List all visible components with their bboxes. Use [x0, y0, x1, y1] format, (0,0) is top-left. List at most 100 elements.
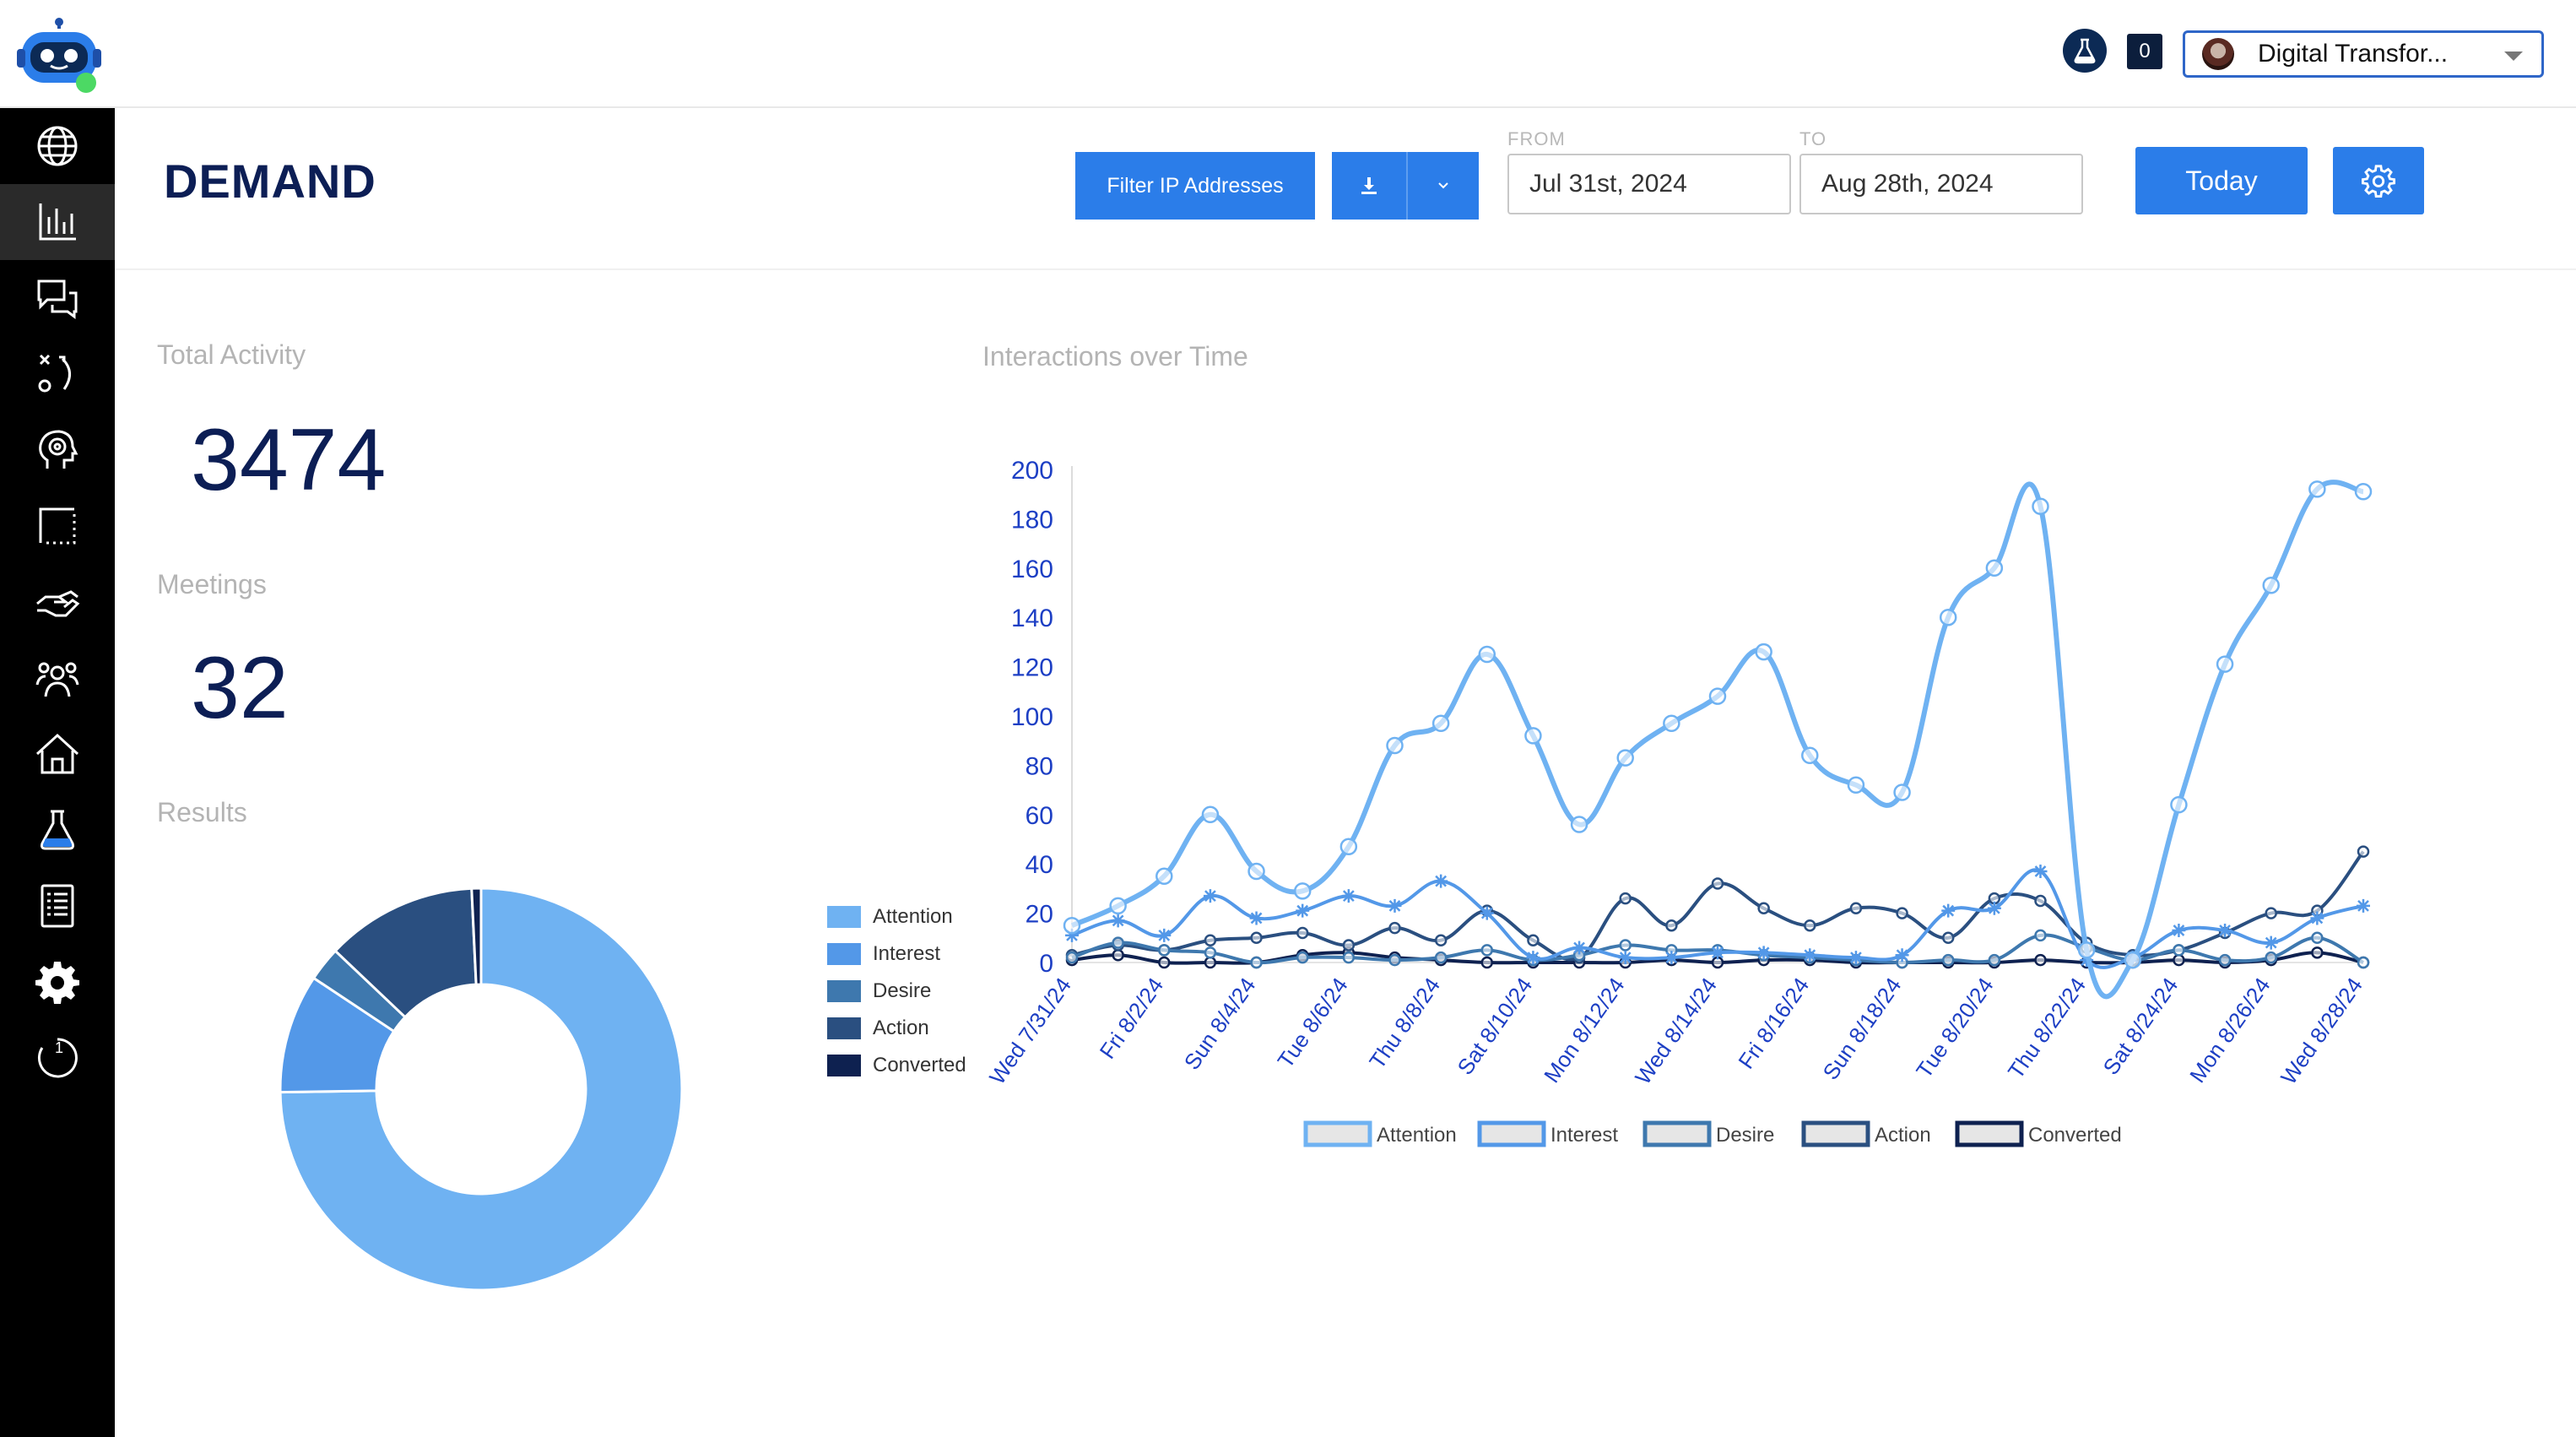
data-point[interactable] — [1480, 944, 1494, 957]
sidebar-item-reports[interactable] — [0, 868, 115, 944]
sidebar-item-settings[interactable] — [0, 944, 115, 1020]
data-point[interactable] — [2032, 497, 2049, 516]
data-point[interactable] — [1663, 714, 1680, 733]
legend-item-action[interactable]: Action — [827, 1010, 966, 1047]
data-point[interactable] — [1204, 934, 1217, 946]
data-point[interactable] — [1247, 862, 1265, 881]
data-point[interactable] — [1388, 953, 1401, 967]
data-point[interactable] — [1112, 948, 1124, 962]
robot-logo-icon[interactable] — [15, 17, 103, 95]
data-point[interactable] — [1988, 953, 2001, 967]
data-point[interactable] — [1342, 939, 1356, 952]
data-point[interactable] — [1941, 931, 1955, 945]
data-point[interactable] — [2173, 944, 2185, 957]
data-point[interactable] — [2172, 924, 2186, 938]
data-point[interactable] — [1111, 914, 1125, 928]
data-point[interactable] — [1895, 948, 1909, 963]
download-button[interactable] — [1332, 152, 1408, 220]
data-point[interactable] — [2034, 894, 2047, 908]
data-point[interactable] — [1755, 643, 1772, 661]
legend-item-interest[interactable]: Interest — [827, 935, 966, 973]
sidebar-item-demand[interactable] — [0, 184, 115, 260]
data-point[interactable] — [1434, 951, 1448, 964]
data-point[interactable] — [1619, 892, 1632, 905]
data-point[interactable] — [1664, 951, 1679, 965]
series-line-attention[interactable] — [1070, 480, 2364, 1000]
data-point[interactable] — [1158, 956, 1171, 969]
data-point[interactable] — [1756, 946, 1771, 960]
data-point[interactable] — [1708, 687, 1727, 705]
data-point[interactable] — [2077, 941, 2096, 959]
download-options-dropdown[interactable] — [1408, 152, 1479, 220]
data-point[interactable] — [1201, 805, 1220, 824]
today-button[interactable]: Today — [2135, 147, 2308, 214]
sidebar-item-deals[interactable] — [0, 564, 115, 640]
data-point[interactable] — [1849, 902, 1863, 915]
data-point[interactable] — [2265, 907, 2277, 919]
legend-item-converted[interactable]: Converted — [827, 1047, 966, 1084]
sidebar-item-globe[interactable] — [0, 108, 115, 184]
data-point[interactable] — [2033, 864, 2048, 878]
data-point[interactable] — [2357, 845, 2370, 858]
data-point[interactable] — [1388, 898, 1402, 913]
legend-item-interest[interactable]: Interest — [1477, 1120, 1618, 1147]
data-point[interactable] — [1893, 784, 1911, 801]
to-date-input[interactable]: Aug 28th, 2024 — [1799, 154, 2083, 214]
data-point[interactable] — [1941, 953, 1955, 967]
data-point[interactable] — [1985, 559, 2004, 578]
data-point[interactable] — [1527, 934, 1540, 946]
data-point[interactable] — [1388, 921, 1401, 935]
data-point[interactable] — [1293, 882, 1312, 900]
sidebar-item-home[interactable] — [0, 716, 115, 792]
data-point[interactable] — [2170, 795, 2188, 814]
data-point[interactable] — [1941, 903, 1956, 918]
data-point[interactable] — [2034, 953, 2047, 967]
from-date-input[interactable]: Jul 31st, 2024 — [1507, 154, 1791, 214]
data-point[interactable] — [1063, 916, 1081, 935]
data-point[interactable] — [2311, 946, 2324, 959]
data-point[interactable] — [1757, 902, 1770, 915]
data-point[interactable] — [1065, 928, 1079, 942]
data-point[interactable] — [1939, 608, 1957, 626]
data-point[interactable] — [1987, 901, 2001, 915]
data-point[interactable] — [1572, 941, 1587, 955]
sidebar-item-strategy[interactable] — [0, 336, 115, 412]
data-point[interactable] — [2311, 931, 2324, 945]
data-point[interactable] — [1339, 838, 1358, 856]
data-point[interactable] — [1803, 948, 1817, 963]
data-point[interactable] — [2262, 576, 2280, 594]
data-point[interactable] — [1526, 951, 1540, 965]
donut-slice-attention[interactable] — [279, 887, 684, 1292]
data-point[interactable] — [2218, 953, 2232, 967]
data-point[interactable] — [1480, 956, 1494, 969]
legend-item-converted[interactable]: Converted — [1955, 1120, 2122, 1147]
data-point[interactable] — [2354, 483, 2373, 501]
data-point[interactable] — [1804, 919, 1816, 932]
notification-count-badge[interactable]: 0 — [2127, 34, 2162, 69]
data-point[interactable] — [1204, 956, 1217, 969]
sidebar-item-lab[interactable] — [0, 792, 115, 868]
data-point[interactable] — [1896, 907, 1908, 919]
sidebar-item-history[interactable]: 1 — [0, 1020, 115, 1096]
lab-flask-icon[interactable] — [2063, 29, 2107, 73]
data-point[interactable] — [1296, 903, 1310, 918]
data-point[interactable] — [2034, 929, 2047, 942]
data-point[interactable] — [2265, 951, 2277, 964]
data-point[interactable] — [1157, 928, 1172, 942]
data-point[interactable] — [1616, 749, 1634, 767]
series-line-action[interactable] — [1071, 850, 2365, 962]
data-point[interactable] — [1386, 736, 1404, 755]
filter-ip-addresses-button[interactable]: Filter IP Addresses — [1075, 152, 1315, 220]
data-point[interactable] — [2218, 924, 2232, 938]
data-point[interactable] — [1158, 944, 1171, 957]
data-point[interactable] — [1112, 936, 1124, 949]
legend-item-desire[interactable]: Desire — [1642, 1120, 1774, 1147]
data-point[interactable] — [2357, 956, 2370, 969]
data-point[interactable] — [1665, 919, 1678, 932]
data-point[interactable] — [2310, 911, 2324, 925]
data-point[interactable] — [1847, 776, 1865, 794]
data-point[interactable] — [1155, 867, 1173, 886]
data-point[interactable] — [1203, 889, 1217, 903]
data-point[interactable] — [1109, 897, 1127, 915]
data-point[interactable] — [1434, 934, 1448, 946]
